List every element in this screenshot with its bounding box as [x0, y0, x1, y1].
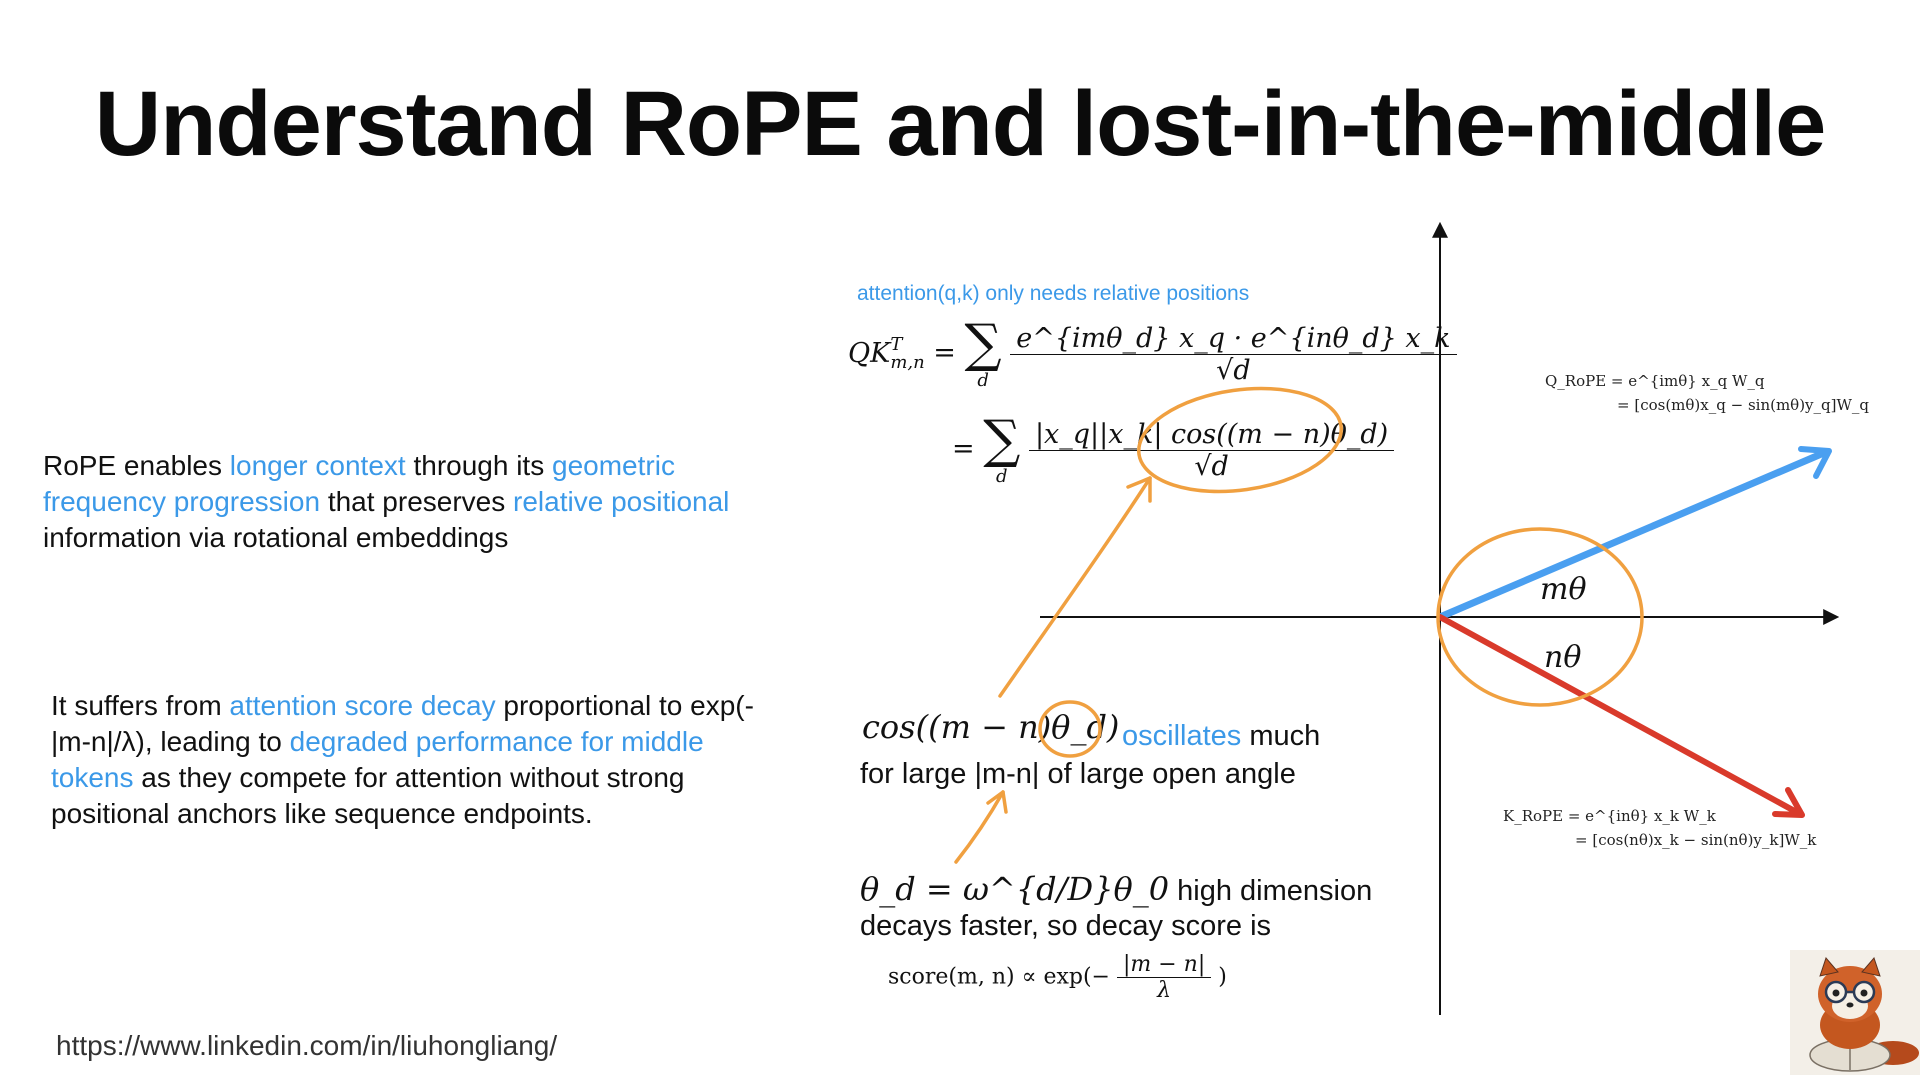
k-rope-definition: K_RoPE = e^{inθ} x_k W_k = [cos(nθ)x_k −…	[1503, 807, 1817, 849]
highlight-phrase: attention score decay	[229, 690, 496, 721]
cos-expression: cos((m − n)θ_d)	[862, 708, 1120, 746]
q-vector	[1436, 446, 1832, 621]
red-panda-avatar	[1790, 950, 1920, 1075]
decays-text: decays faster, so decay score is	[860, 910, 1272, 942]
highlight-phrase: relative positional	[513, 486, 730, 517]
oscillates-text: oscillates much	[1122, 720, 1321, 752]
lost-in-middle-paragraph: It suffers from attention score decay pr…	[51, 688, 761, 832]
highlight-phrase: geometric frequency progression	[43, 450, 675, 517]
linkedin-url[interactable]: https://www.linkedin.com/in/liuhongliang…	[56, 1030, 558, 1061]
angle-circle	[1436, 527, 1644, 707]
m-theta-label: mθ	[1540, 572, 1587, 607]
n-theta-label: nθ	[1544, 640, 1582, 675]
k-vector	[1437, 614, 1805, 818]
sum-operator: ∑ d	[964, 314, 1002, 391]
sum-operator-2: ∑ d	[983, 410, 1021, 487]
theta-definition: θ_d = ω^{d/D}θ_0 high dimension	[860, 870, 1373, 908]
annotation-arrows	[954, 476, 1152, 864]
q-rope-definition: Q_RoPE = e^{imθ} x_q W_q = [cos(mθ)x_q −…	[1545, 372, 1870, 414]
rope-benefit-paragraph: RoPE enables longer context through its …	[43, 448, 743, 556]
qk-fraction-2: |x_q||x_k| cos((m − n)θ_d) √d	[1028, 419, 1395, 482]
qk-formula-line2: = ∑ d |x_q||x_k| cos((m − n)θ_d) √d	[952, 410, 1395, 487]
text-run: that preserves	[320, 486, 514, 517]
theta-highlight-circle	[1038, 700, 1102, 758]
qk-fraction-1: e^{imθ_d} x_q · e^{inθ_d} x_k √d	[1010, 323, 1457, 386]
highlight-phrase: degraded performance for middle tokens	[51, 726, 704, 793]
score-formula: score(m, n) ∝ exp(− |m − n| λ )	[888, 952, 1227, 1003]
text-run: RoPE enables	[43, 450, 230, 481]
oscillates-word: oscillates	[1122, 720, 1242, 752]
text-run: proportional to exp(-|m-n|/λ), leading t…	[51, 690, 754, 757]
text-run: information via rotational embeddings	[43, 522, 509, 553]
highlight-phrase: longer context	[229, 450, 406, 481]
text-run: through its	[405, 450, 552, 481]
text-run: It suffers from	[51, 690, 230, 721]
text-run: as they compete for attention without st…	[51, 762, 685, 829]
relative-position-note: attention(q,k) only needs relative posit…	[857, 282, 1250, 305]
large-angle-text: for large |m-n| of large open angle	[860, 758, 1296, 790]
cos-highlight-circle	[1137, 386, 1343, 494]
page-title: Understand RoPE and lost-in-the-middle	[94, 73, 1826, 175]
